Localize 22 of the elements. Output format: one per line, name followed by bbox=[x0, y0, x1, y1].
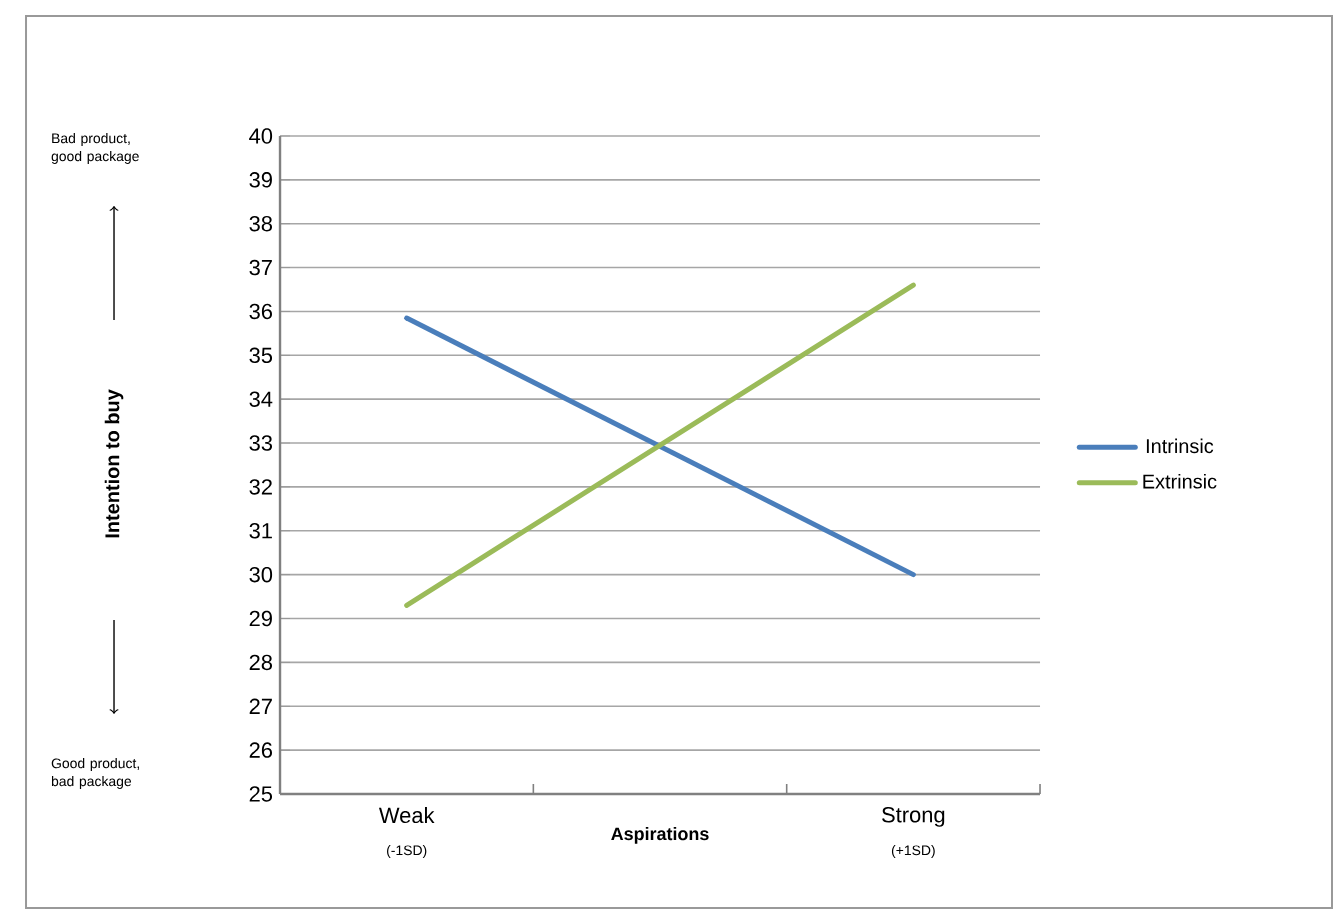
x-axis-title: Aspirations bbox=[611, 827, 709, 844]
x-tick-label: Strong bbox=[882, 807, 945, 827]
y-tick-label: 40 bbox=[249, 128, 273, 144]
y-tick-label: 33 bbox=[249, 435, 272, 451]
y-tick-label: 30 bbox=[249, 566, 273, 583]
x-tick-label: Weak bbox=[378, 807, 435, 824]
legend-label: Extrinsic bbox=[1143, 473, 1217, 489]
text: Intention to buy bbox=[104, 389, 124, 538]
y-tick-label: 37 bbox=[249, 259, 272, 276]
y-tick-label: 39 bbox=[249, 172, 272, 188]
y-tick-label: 26 bbox=[249, 742, 272, 758]
y-tick-label: 38 bbox=[249, 215, 272, 232]
y-tick-label: 31 bbox=[249, 523, 272, 539]
y-tick-label: 28 bbox=[249, 654, 272, 671]
y-tick-label: 29 bbox=[249, 610, 272, 627]
y-tick-label: 36 bbox=[249, 303, 272, 320]
y-tick-label: 34 bbox=[249, 391, 273, 407]
y-tick-label: 32 bbox=[249, 479, 272, 495]
y-tick-label: 25 bbox=[249, 786, 273, 802]
legend-label: Intrinsic bbox=[1146, 438, 1214, 454]
y-tick-label: 27 bbox=[249, 698, 272, 714]
y-tick-label: 35 bbox=[249, 347, 273, 364]
